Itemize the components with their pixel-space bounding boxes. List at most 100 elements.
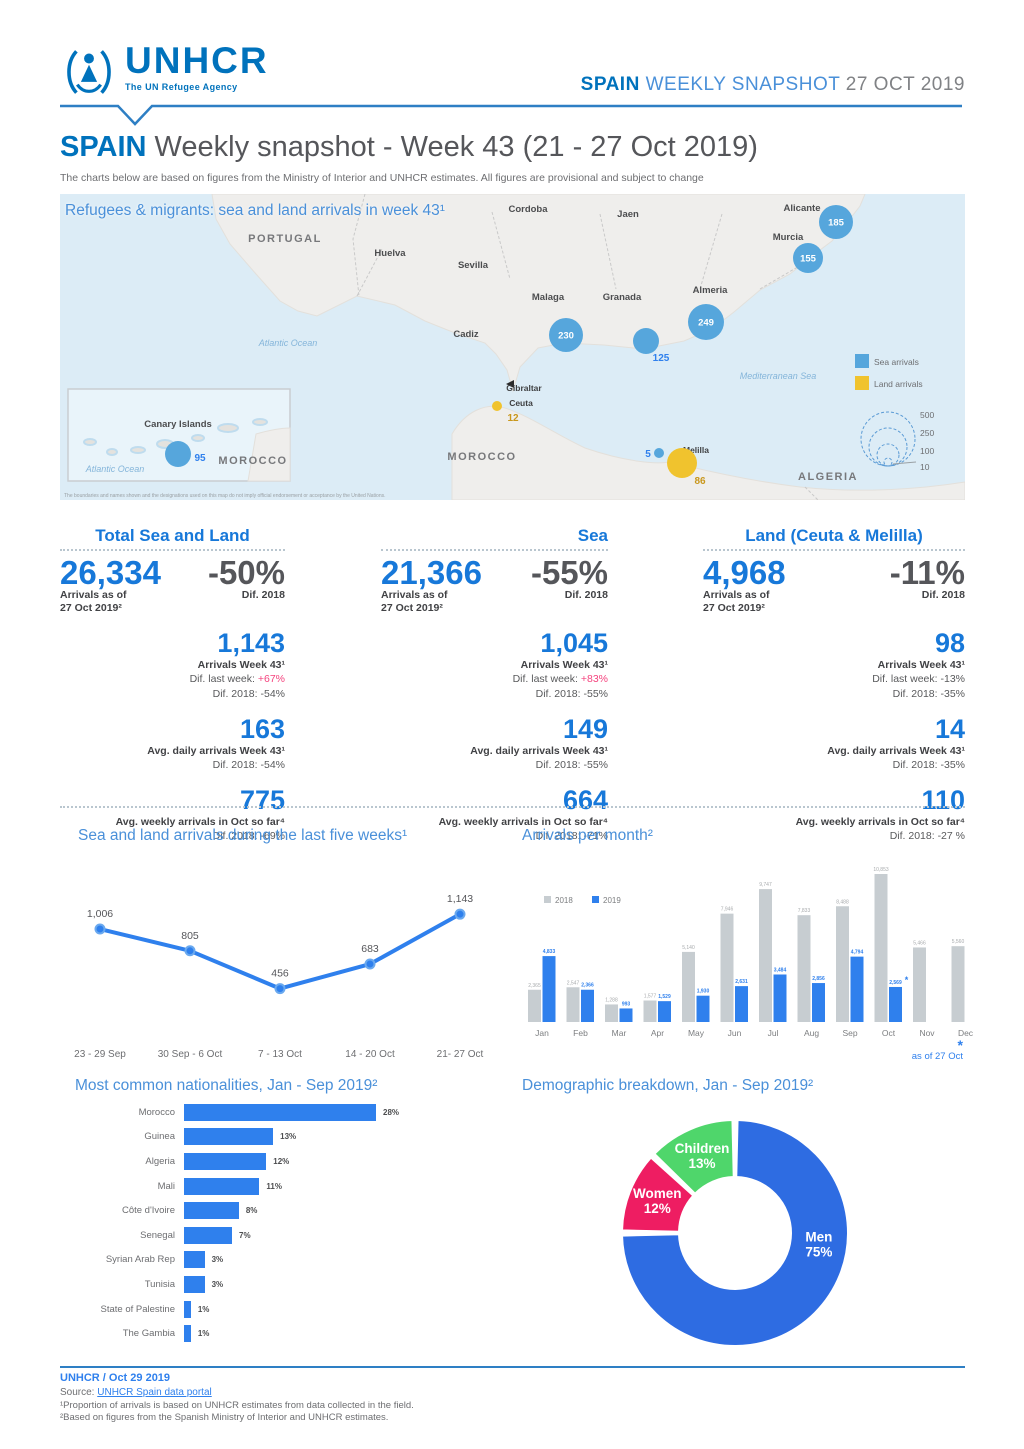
logo-tagline: The UN Refugee Agency (125, 82, 238, 92)
nationality-bar (184, 1177, 260, 1195)
sea-arrivals-bubble (688, 304, 724, 340)
nationality-label: Tunisia (144, 1278, 175, 1290)
dif-last-week-prefix: Dif. last week: (872, 673, 941, 686)
nationality-bar (184, 1103, 376, 1121)
cumulative-value: 4,968 (703, 554, 786, 591)
week-arrivals-block: 1,143 Arrivals Week 43¹ Dif. last week: +6… (60, 628, 285, 701)
bar-2019 (581, 989, 594, 1022)
bar-2018 (566, 987, 580, 1022)
stat-top-row: 4,968 Arrivals as of 27 Oct 2019² -11% Dif. … (703, 556, 965, 615)
nationality-label: Morocco (138, 1106, 175, 1118)
nationality-label: Mali (157, 1180, 175, 1192)
bar-month-label: Jan (535, 1028, 549, 1038)
bar-2018 (528, 989, 541, 1022)
week-arrivals-value: 98 (934, 628, 965, 659)
bar-2019-value: 4,833 (543, 949, 556, 955)
daily-dif-2018-line: Dif. 2018: -35% (892, 758, 965, 771)
inset-country-label: MOROCCO (218, 455, 287, 467)
map-label: PORTUGAL (248, 233, 322, 245)
bar-2018 (720, 913, 734, 1022)
bubble-value: 249 (698, 318, 714, 329)
stat-title-rule (381, 549, 608, 551)
bar-2019 (696, 995, 710, 1022)
stats-section: Total Sea and Land 26,334 Arrivals as of 27… (60, 526, 965, 842)
map-label: Cadiz (453, 329, 479, 340)
cumulative-block: 21,366 Arrivals as of 27 Oct 2019² (381, 556, 482, 615)
line-point (184, 945, 196, 957)
bar-2018-value: 5,140 (682, 945, 695, 951)
arrivals-map: PORTUGAL Huelva Sevilla Cordoba Jaen Malaga Gr… (60, 194, 965, 500)
legend-land-label: Land arrivals (874, 379, 923, 389)
bar-month-label: Sep (842, 1028, 857, 1038)
map-canvas: PORTUGAL Huelva Sevilla Cordoba Jaen Malaga Gr… (60, 194, 965, 500)
demographics-chart-title: Demographic breakdown, Jan - Sep 2019² (522, 1077, 814, 1094)
line-point-value: 805 (181, 930, 199, 942)
nationality-value: 1% (197, 1304, 210, 1314)
bar-2018 (797, 915, 811, 1022)
bubble-value: 5 (645, 449, 651, 460)
bar-2018-value: 7,833 (798, 908, 811, 914)
bubble-value: 155 (800, 254, 817, 265)
bar-month-label: May (688, 1028, 705, 1038)
nationality-bar (184, 1128, 274, 1146)
asterisk-marker: * (905, 975, 909, 985)
dif-2018-label: Dif. 2018 (921, 589, 965, 601)
cumulative-label: Arrivals as of (60, 589, 127, 601)
bar-2018 (913, 947, 926, 1022)
dif-2018-block: -11% Dif. 2018 (890, 556, 965, 615)
nationality-value: 28% (383, 1107, 400, 1117)
line-point (364, 958, 376, 970)
line-point (454, 908, 466, 920)
donut-slice-label: Men 75% (805, 1229, 832, 1259)
bubble-value: 185 (828, 218, 845, 229)
donut-slice-label: Women 12% (633, 1186, 682, 1216)
bar-2018-value: 7,946 (721, 907, 734, 913)
map-label: Murcia (773, 232, 804, 243)
donut-slice-men (621, 1119, 849, 1347)
nationality-label: Côte d'Ivoire (121, 1205, 175, 1217)
nationality-row: Senegal 7% (75, 1223, 485, 1248)
bar-month-label: Apr (651, 1028, 664, 1038)
week-dif-2018-line: Dif. 2018: -54% (212, 687, 285, 700)
dif-last-week-value: -13% (940, 673, 965, 686)
nationality-value: 1% (197, 1329, 210, 1339)
week-arrivals-block: 1,045 Arrivals Week 43¹ Dif. last week: +8… (381, 628, 608, 701)
nationality-bar (184, 1300, 191, 1318)
cumulative-label: Arrivals as of (381, 589, 448, 601)
asterisk-marker: * (957, 1037, 963, 1053)
logo-wordmark: UNHCR (125, 40, 269, 81)
banner-doc-type: WEEKLY SNAPSHOT (639, 74, 840, 95)
daily-arrivals-value: 14 (934, 713, 965, 744)
bar-2019 (773, 974, 787, 1022)
nationality-value: 12% (273, 1156, 290, 1166)
bar-month-label: Aug (804, 1028, 819, 1038)
map-label: Mediterranean Sea (740, 371, 817, 381)
stat-column-title: Sea (577, 526, 608, 545)
line-point (94, 923, 106, 935)
legend-scale-pointer (892, 461, 917, 465)
map-label: MOROCCO (447, 451, 516, 463)
oct-weekly-value: 775 (239, 785, 285, 816)
bar-2019-value: 2,856 (812, 976, 825, 982)
map-label: Granada (603, 292, 642, 303)
nationality-label: Senegal (140, 1229, 175, 1241)
legend-scale-circle (883, 457, 893, 467)
week-dif-2018-line: Dif. 2018: -55% (535, 687, 608, 700)
data-portal-link[interactable]: UNHCR Spain data portal (97, 1387, 212, 1398)
oct-weekly-block: 664 Avg. weekly arrivals in Oct so far⁴ Di… (381, 785, 608, 843)
bar-2019 (658, 1001, 671, 1022)
nationality-row: Morocco 28% (75, 1100, 485, 1125)
legend-scale-value: 100 (920, 446, 934, 456)
line-category-label: 30 Sep - 6 Oct (158, 1049, 223, 1060)
daily-arrivals-value: 149 (562, 713, 608, 744)
dif-2018-block: -55% Dif. 2018 (531, 556, 608, 615)
dif-last-week-line: Dif. last week: +67% (60, 672, 285, 686)
map-title: Refugees & migrants: sea and land arriva… (65, 202, 445, 219)
daily-arrivals-block: 149 Avg. daily arrivals Week 43¹ Dif. 2018… (381, 714, 608, 772)
nationality-row: Guinea 13% (75, 1125, 485, 1150)
bar-2018-value: 2,547 (567, 980, 580, 986)
bubble-value: 125 (653, 353, 670, 364)
bar-2019 (812, 983, 825, 1022)
bar-month-label: Oct (882, 1028, 896, 1038)
header-divider (60, 104, 962, 126)
